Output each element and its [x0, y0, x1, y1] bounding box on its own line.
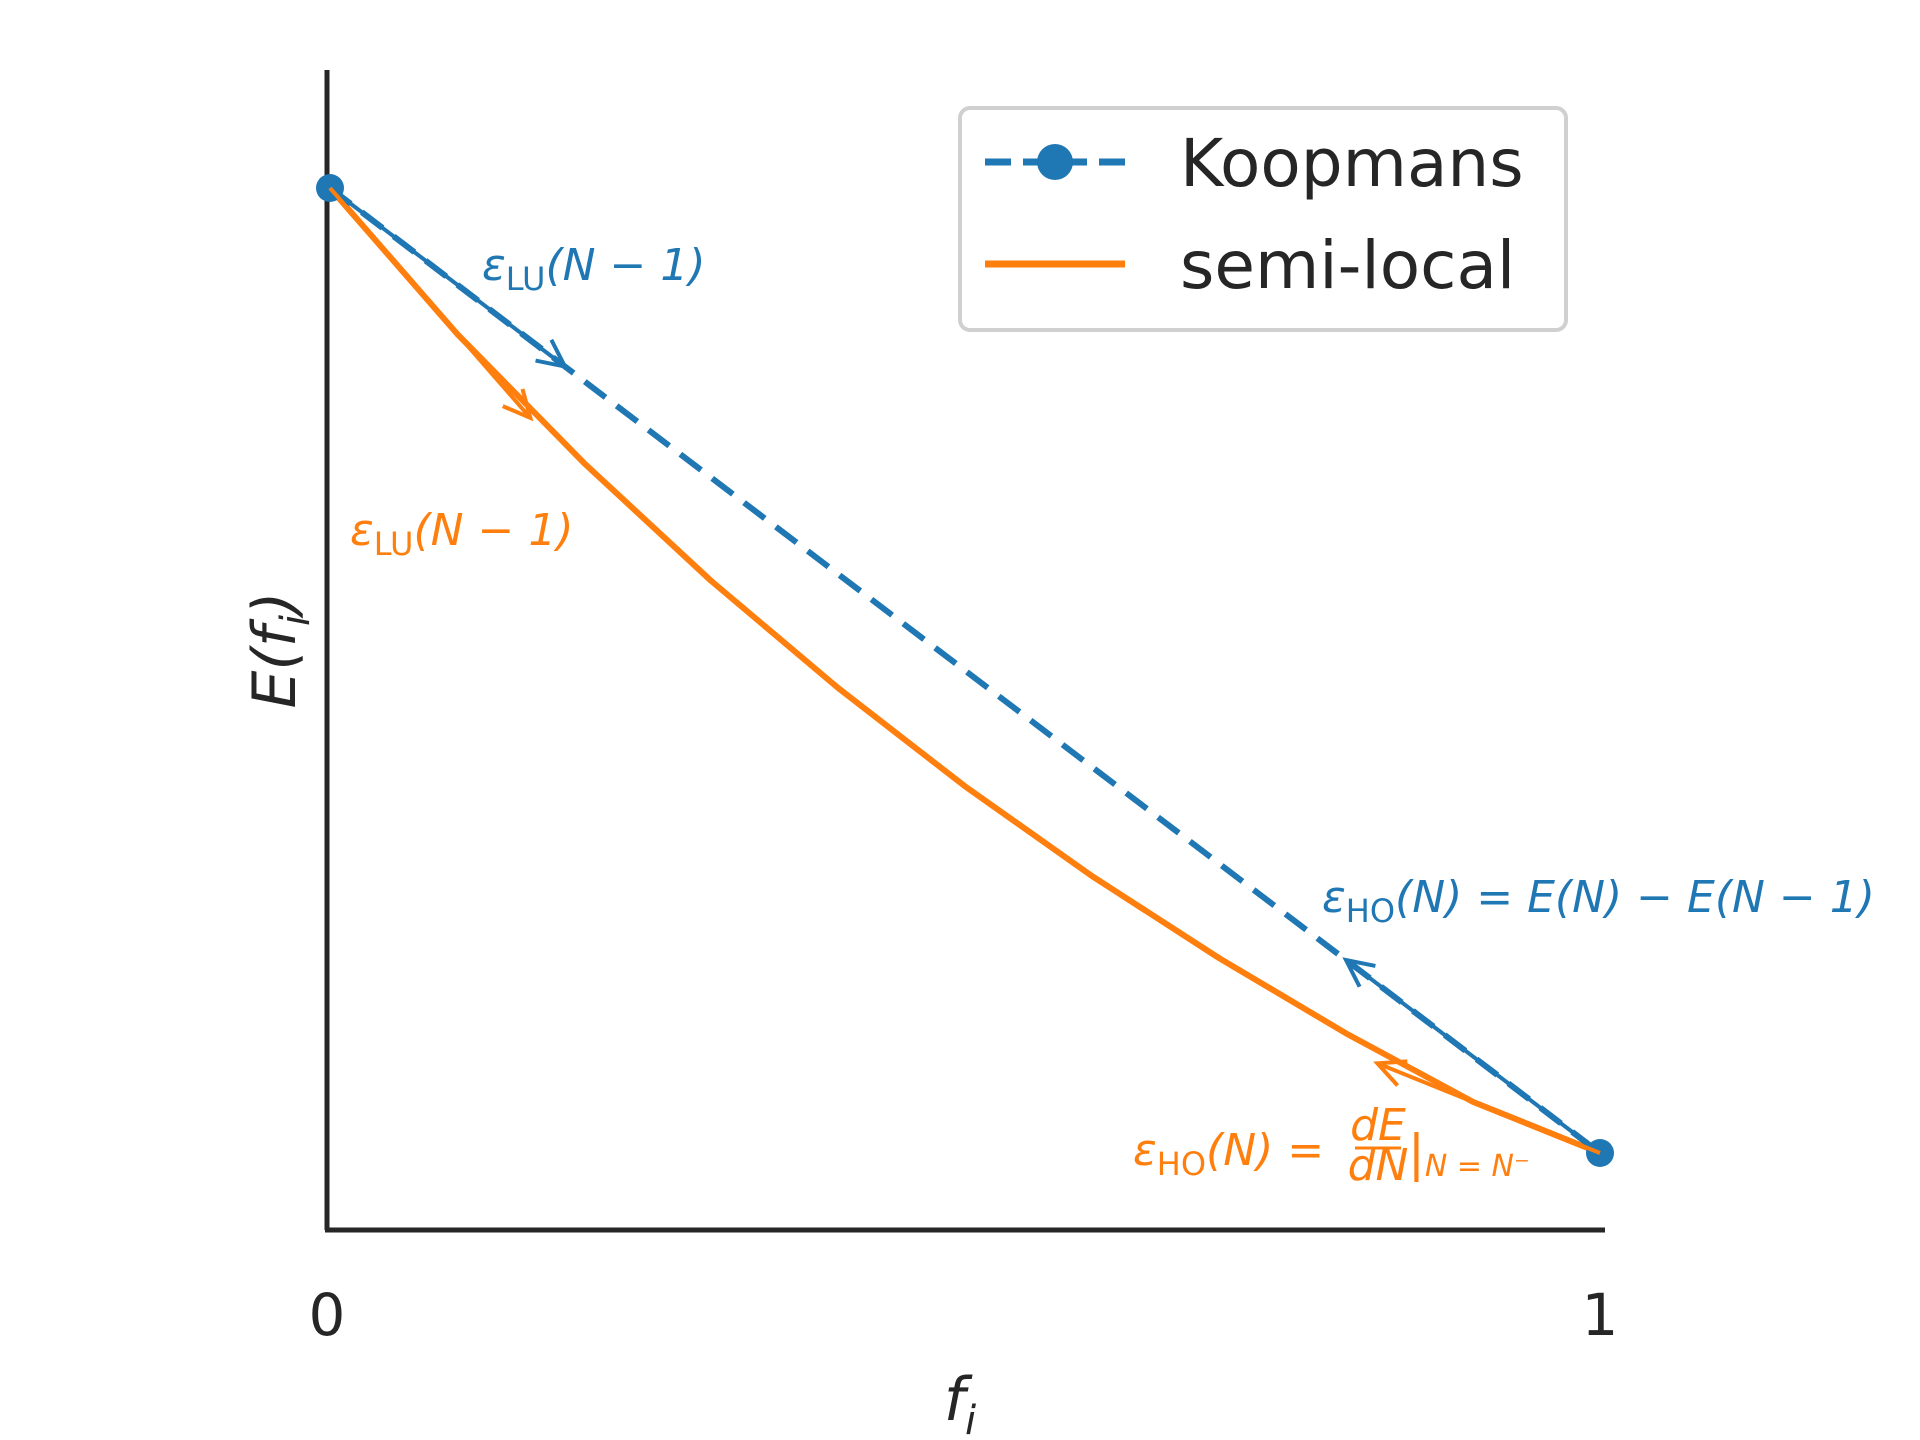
ann-koop-ho-rest: (N) = E(N) − E(N − 1): [1395, 872, 1875, 923]
legend-label-semilocal: semi-local: [1180, 227, 1515, 304]
annotation-semilocal-ho: εHO(N) = dE dN |N = N⁻: [1133, 1100, 1530, 1191]
y-axis-label-main: E(: [240, 645, 310, 709]
arrow-semilocal-ho-shaft: [1376, 1061, 1601, 1155]
legend-marker-koopmans: [1037, 144, 1073, 180]
annotation-koopmans-lu: εLU(N − 1): [482, 240, 706, 298]
ann-semi-lu-sub: LU: [374, 525, 414, 563]
arrow-semilocal-ho-head: [1373, 1059, 1408, 1087]
ann-koop-lu-sub: LU: [506, 260, 546, 298]
ann-semi-ho-rest: (N) =: [1206, 1125, 1324, 1176]
legend-label-koopmans: Koopmans: [1180, 125, 1524, 202]
ann-semi-ho-frac-den: dN: [1348, 1140, 1409, 1191]
arrow-semilocal-lu-shaft: [328, 186, 532, 420]
ann-semi-ho-sub: HO: [1157, 1145, 1206, 1183]
legend: Koopmans semi-local: [958, 106, 1568, 332]
annotation-semilocal-lu: εLU(N − 1): [350, 505, 574, 563]
ann-semi-ho-main: εHO(N) =: [1133, 1125, 1324, 1183]
y-axis-label: E(fi): [240, 592, 319, 709]
ann-semi-ho-bar: |: [1408, 1124, 1425, 1182]
arrow-koopmans-ho-shaft: [1344, 958, 1602, 1155]
ann-semi-ho-frac-num: dE: [1350, 1100, 1406, 1151]
y-axis-label-close: ): [240, 592, 310, 619]
ann-semi-lu-rest: (N − 1): [413, 505, 573, 556]
ann-koop-lu-eps: ε: [482, 240, 506, 291]
y-axis-label-sub: i: [273, 615, 319, 626]
annotation-koopmans-ho: εHO(N) = E(N) − E(N − 1): [1322, 872, 1875, 930]
arrow-koopmans-lu-shaft: [328, 186, 567, 369]
ann-semi-ho-eval: |N = N⁻: [1408, 1124, 1530, 1184]
arrow-semilocal-lu-head: [502, 388, 534, 422]
x-axis-label: fi: [944, 1365, 976, 1440]
plot-area: [316, 174, 1614, 1167]
x-tick-label-1: 1: [1582, 1281, 1619, 1349]
ann-koop-lu-rest: (N − 1): [545, 240, 705, 291]
ann-koop-ho-sub: HO: [1346, 892, 1395, 930]
ann-semi-lu-eps: ε: [350, 505, 374, 556]
ann-koop-ho-eps: ε: [1322, 872, 1346, 923]
x-axis-label-sub: i: [965, 1398, 976, 1440]
semilocal-line: [327, 186, 1602, 1156]
ann-semi-ho-eps: ε: [1133, 1125, 1157, 1176]
arrow-koopmans-ho-head: [1342, 957, 1376, 988]
arrow-koopmans-lu-head: [535, 338, 569, 370]
x-tick-label-0: 0: [309, 1281, 346, 1349]
y-axis-label-group: E(fi): [240, 592, 319, 709]
ann-semi-ho-eval-sub: N = N⁻: [1425, 1149, 1530, 1184]
